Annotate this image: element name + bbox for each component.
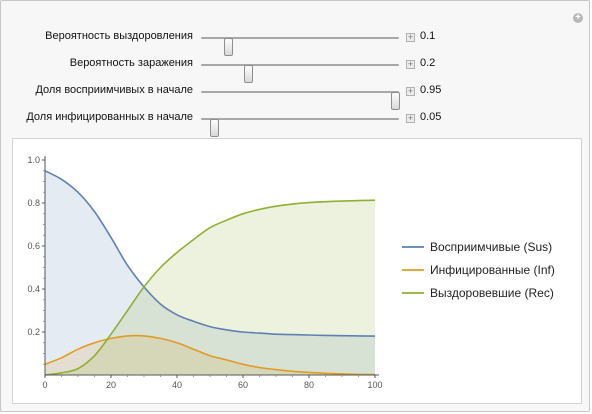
add-icon[interactable]: + [573, 13, 583, 23]
slider-label: Доля восприимчивых в начале [35, 84, 193, 96]
slider-value: 0.95 [420, 84, 442, 96]
legend-label: Выздоровевшие (Rec) [430, 286, 554, 300]
slider-row-infected-initial: Доля инфицированных в начале + 0.05 [1, 109, 591, 137]
y-tick-label: 0.8 [27, 198, 40, 208]
slider-value: 0.1 [420, 30, 436, 42]
slider-label: Вероятность выздоровления [45, 30, 193, 42]
sir-chart: 0 20 40 60 80 100 0.2 0.4 0.6 0.8 1.0 Восприимчивы… [27, 155, 555, 390]
slider-value: 0.05 [420, 111, 442, 123]
x-tick-label: 40 [172, 380, 182, 390]
y-tick-label: 0.6 [27, 241, 40, 251]
series-area-1 [45, 335, 375, 375]
legend-label: Инфицированные (Inf) [430, 263, 555, 277]
x-tick-label: 0 [42, 380, 47, 390]
slider-thumb[interactable] [243, 65, 253, 83]
x-tick-label: 60 [238, 380, 248, 390]
slider-label: Доля инфицированных в начале [26, 111, 193, 123]
slider-thumb[interactable] [209, 119, 219, 137]
slider-thumb[interactable] [391, 92, 401, 110]
expand-plus-icon[interactable]: + [406, 59, 415, 69]
expand-plus-icon[interactable]: + [406, 86, 415, 96]
series-area-2 [45, 200, 375, 375]
series-area-0 [45, 170, 375, 375]
legend-label: Восприимчивые (Sus) [430, 240, 552, 254]
series-line-2 [44, 199, 376, 376]
slider-thumb[interactable] [223, 38, 233, 56]
slider-label: Вероятность заражения [69, 57, 193, 69]
series-line-1 [44, 334, 376, 376]
slider-track[interactable] [201, 91, 401, 110]
slider-value: 0.2 [420, 57, 436, 69]
slider-track[interactable] [201, 118, 399, 137]
series-line-0 [44, 170, 376, 337]
x-tick-label: 80 [304, 380, 314, 390]
slider-track[interactable] [201, 37, 399, 56]
x-tick-label: 20 [106, 380, 116, 390]
x-tick-label: 100 [367, 380, 382, 390]
slider-track[interactable] [201, 64, 399, 83]
y-tick-label: 0.2 [27, 327, 40, 337]
plot-output-frame: 0 20 40 60 80 100 0.2 0.4 0.6 0.8 1.0 Восприимчивы… [12, 138, 582, 404]
slider-row-susceptible-initial: Доля восприимчивых в начале + 0.95 [1, 82, 591, 110]
y-tick-label: 1.0 [27, 155, 40, 165]
slider-row-recovery: Вероятность выздоровления + 0.1 [1, 28, 591, 56]
y-tick-label: 0.4 [27, 284, 40, 294]
slider-row-infection: Вероятность заражения + 0.2 [1, 55, 591, 83]
expand-plus-icon[interactable]: + [406, 32, 415, 42]
expand-plus-icon[interactable]: + [406, 113, 415, 123]
